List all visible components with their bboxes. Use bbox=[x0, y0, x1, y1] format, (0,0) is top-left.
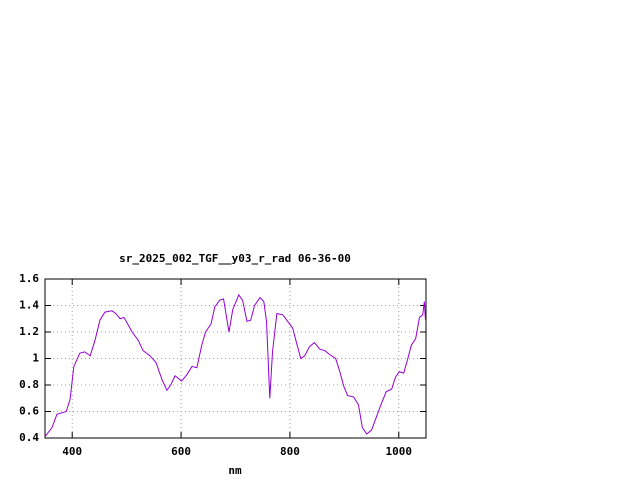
y-tick-label: 1 bbox=[32, 352, 39, 365]
x-axis-label: nm bbox=[228, 464, 242, 477]
y-tick-label: 0.6 bbox=[19, 405, 39, 418]
y-tick-label: 1.2 bbox=[19, 325, 39, 338]
x-tick-label: 600 bbox=[171, 445, 191, 458]
chart-title: sr_2025_002_TGF__y03_r_rad 06-36-00 bbox=[119, 252, 351, 265]
data-line bbox=[44, 293, 426, 437]
x-tick-label: 400 bbox=[62, 445, 82, 458]
x-tick-label: 800 bbox=[280, 445, 300, 458]
plot-border bbox=[44, 278, 427, 439]
x-tick-label: 1000 bbox=[386, 445, 413, 458]
y-tick-label: 0.4 bbox=[19, 431, 39, 444]
y-tick-label: 1.4 bbox=[19, 299, 39, 312]
y-tick-label: 0.8 bbox=[19, 378, 39, 391]
y-tick-label: 1.6 bbox=[19, 272, 39, 285]
